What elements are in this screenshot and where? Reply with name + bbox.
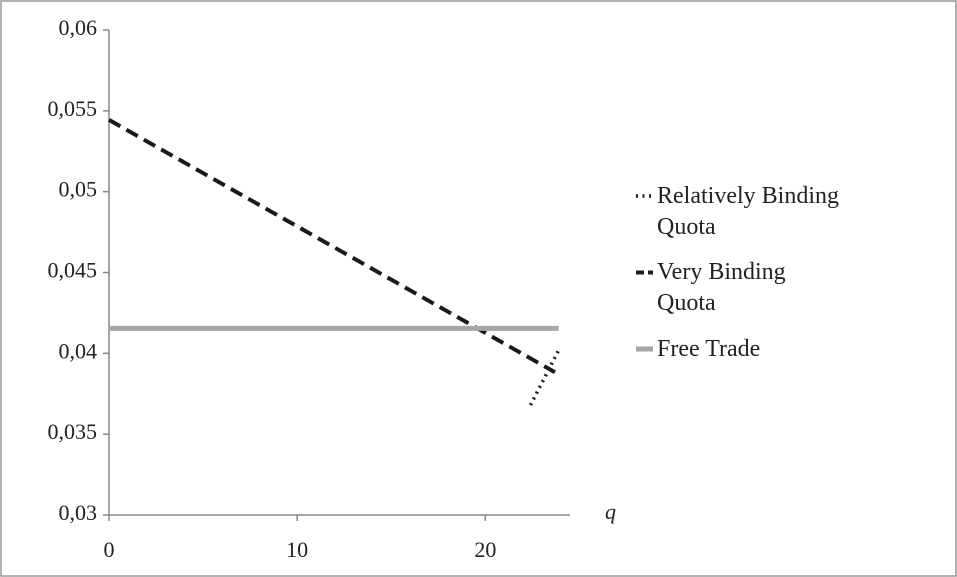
y-tick-label: 0,05 <box>59 177 98 202</box>
legend-label: Relatively Binding Quota <box>657 182 839 240</box>
y-tick-label: 0,035 <box>48 419 98 444</box>
y-tick-label: 0,03 <box>59 500 98 525</box>
x-tick-label: 20 <box>474 537 496 562</box>
y-tick-label: 0,06 <box>59 15 98 40</box>
legend-label: Free Trade <box>657 335 761 362</box>
series-line <box>528 349 561 406</box>
series-line <box>108 118 556 374</box>
legend-label: Very Binding Quota <box>657 259 786 316</box>
y-tick-label: 0,04 <box>59 338 98 363</box>
y-tick-label: 0,045 <box>48 258 98 283</box>
x-tick-label: 0 <box>104 537 115 562</box>
x-axis-label: q <box>605 499 616 524</box>
y-tick-label: 0,055 <box>48 96 98 121</box>
x-tick-label: 10 <box>286 537 308 562</box>
